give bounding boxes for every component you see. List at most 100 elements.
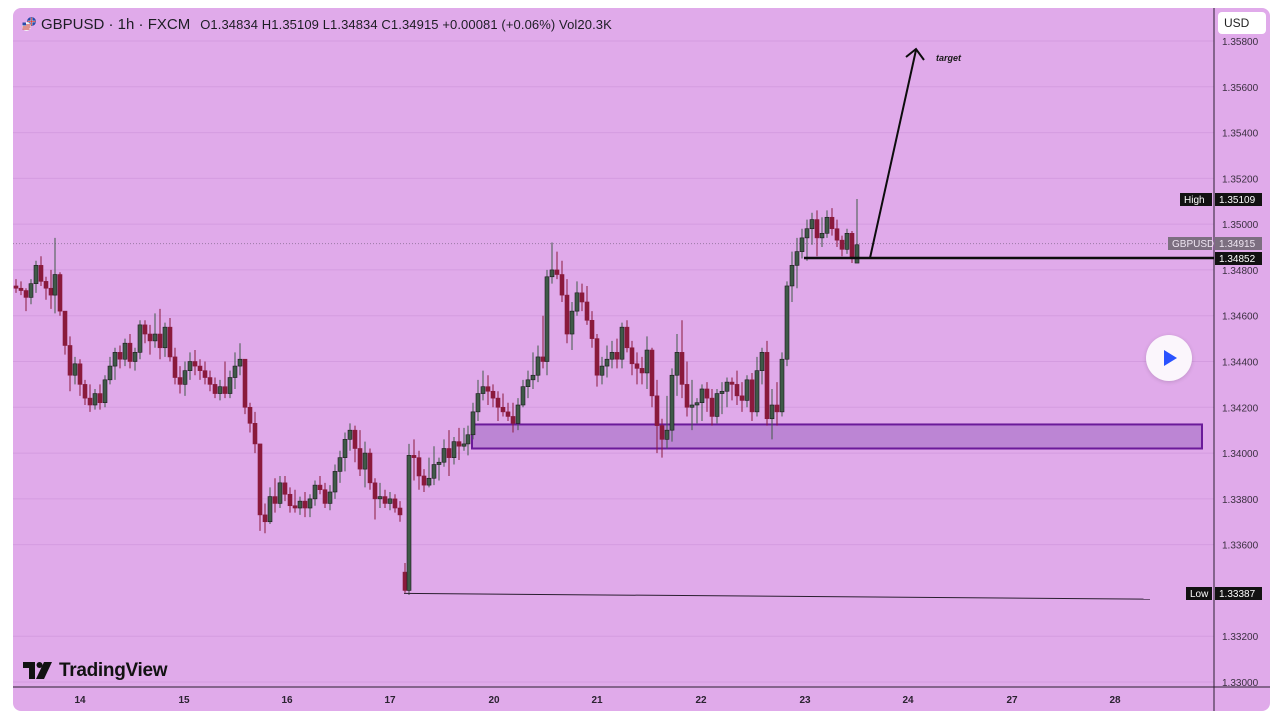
candle-body	[441, 448, 447, 463]
candle-body	[854, 244, 860, 264]
target-label: target	[936, 53, 962, 63]
candle-body	[127, 342, 133, 362]
candle-body	[490, 390, 496, 399]
x-axis-label: 16	[281, 695, 293, 706]
candle-body	[197, 365, 203, 371]
candle-body	[227, 377, 233, 394]
price-tag-label-bg	[1186, 587, 1212, 600]
candle-body	[744, 379, 750, 401]
candle-body	[367, 452, 373, 484]
candle-body	[574, 292, 580, 312]
y-axis-label: 1.33200	[1222, 632, 1259, 643]
candle-body	[475, 393, 481, 413]
candle-body	[402, 571, 408, 591]
price-tag-value: 1.33387	[1219, 589, 1256, 600]
candle-body	[62, 310, 68, 346]
candle-body	[317, 484, 323, 491]
candle-body	[28, 283, 34, 298]
y-axis-label: 1.35000	[1222, 220, 1259, 231]
candle-body	[530, 374, 536, 381]
price-chart[interactable]: 1.35800 1.35600 1.35400 1.35200 1.35000 1.348…	[13, 8, 1270, 711]
candle-body	[307, 498, 313, 509]
candle-body	[540, 356, 546, 362]
candle-body	[192, 361, 198, 367]
play-button[interactable]	[1146, 335, 1192, 381]
candle-body	[112, 352, 118, 367]
candle-body	[689, 404, 695, 408]
candle-body	[162, 326, 168, 349]
candle-body	[709, 397, 715, 417]
candle-body	[604, 358, 610, 367]
target-arrow[interactable]	[869, 49, 917, 259]
candle-body	[639, 368, 645, 374]
candle-body	[659, 425, 665, 440]
candle-body	[719, 390, 725, 394]
symbol-header: GBPUSD · 1h · FXCM O1.34834 H1.35109 L1.…	[21, 14, 612, 34]
candle-body	[97, 393, 103, 404]
y-axis-label: 1.35200	[1222, 174, 1259, 185]
candle-body	[544, 276, 550, 362]
candle-body	[302, 500, 308, 509]
candle-body	[182, 370, 188, 385]
candle-body	[377, 496, 383, 500]
candle-body	[43, 281, 49, 289]
ohlc-values: O1.34834 H1.35109 L1.34834 C1.34915 +0.0…	[200, 16, 612, 32]
candle-body	[769, 404, 775, 420]
x-axis-label: 22	[695, 695, 707, 706]
candle-body	[421, 475, 427, 486]
arrow-head-icon	[905, 47, 925, 61]
candle-body	[347, 429, 353, 440]
candle-body	[426, 477, 432, 486]
price-tag-value: 1.34915	[1219, 239, 1256, 250]
candle-body	[202, 370, 208, 378]
candle-body	[485, 386, 491, 392]
candle-body	[784, 285, 790, 360]
y-axis-label: 1.34800	[1222, 266, 1259, 277]
candle-body	[564, 294, 570, 335]
x-axis-label: 21	[591, 695, 603, 706]
candle-body	[207, 377, 213, 385]
price-tag-label-bg	[1180, 193, 1212, 206]
candle-body	[252, 423, 258, 445]
tradingview-logo-icon	[23, 662, 52, 679]
candle-body	[23, 290, 29, 298]
x-axis-label: 15	[178, 695, 190, 706]
candle-body	[679, 352, 685, 385]
candle-body	[292, 505, 298, 509]
candle-body	[167, 326, 173, 358]
symbol-title[interactable]: GBPUSD · 1h · FXCM	[41, 15, 191, 33]
candle-body	[142, 324, 148, 335]
tradingview-logo[interactable]: TradingView	[23, 660, 168, 682]
candle-body	[446, 448, 452, 458]
demand-zone[interactable]	[471, 423, 1203, 450]
price-tag	[1215, 237, 1262, 250]
candle-body	[342, 439, 348, 458]
candle-body	[724, 381, 730, 392]
candle-body	[594, 338, 600, 376]
candle-body	[337, 457, 343, 472]
price-tag-label: High	[1184, 195, 1205, 206]
low-trend-line[interactable]	[403, 592, 1151, 600]
candle-body	[187, 361, 193, 371]
y-axis-label: 1.34600	[1222, 312, 1259, 323]
candle-body	[387, 498, 393, 504]
candle-body	[844, 233, 850, 250]
candle-body	[152, 333, 158, 342]
candle-body	[72, 363, 78, 376]
candle-body	[814, 219, 820, 239]
candle-body	[267, 496, 273, 523]
candle-body	[849, 233, 855, 259]
candle-body	[734, 384, 740, 397]
candle-body	[117, 352, 123, 360]
candle-body	[411, 455, 417, 458]
candle-body	[82, 384, 88, 399]
currency-button[interactable]: USD	[1218, 12, 1266, 34]
candle-body	[436, 461, 442, 465]
candle-body	[322, 489, 328, 504]
candle-body	[237, 358, 243, 367]
x-axis-label: 23	[799, 695, 811, 706]
candle-body	[549, 269, 555, 278]
y-axis-label: 1.34000	[1222, 449, 1259, 460]
candle-body	[739, 395, 745, 401]
candle-body	[694, 402, 700, 406]
